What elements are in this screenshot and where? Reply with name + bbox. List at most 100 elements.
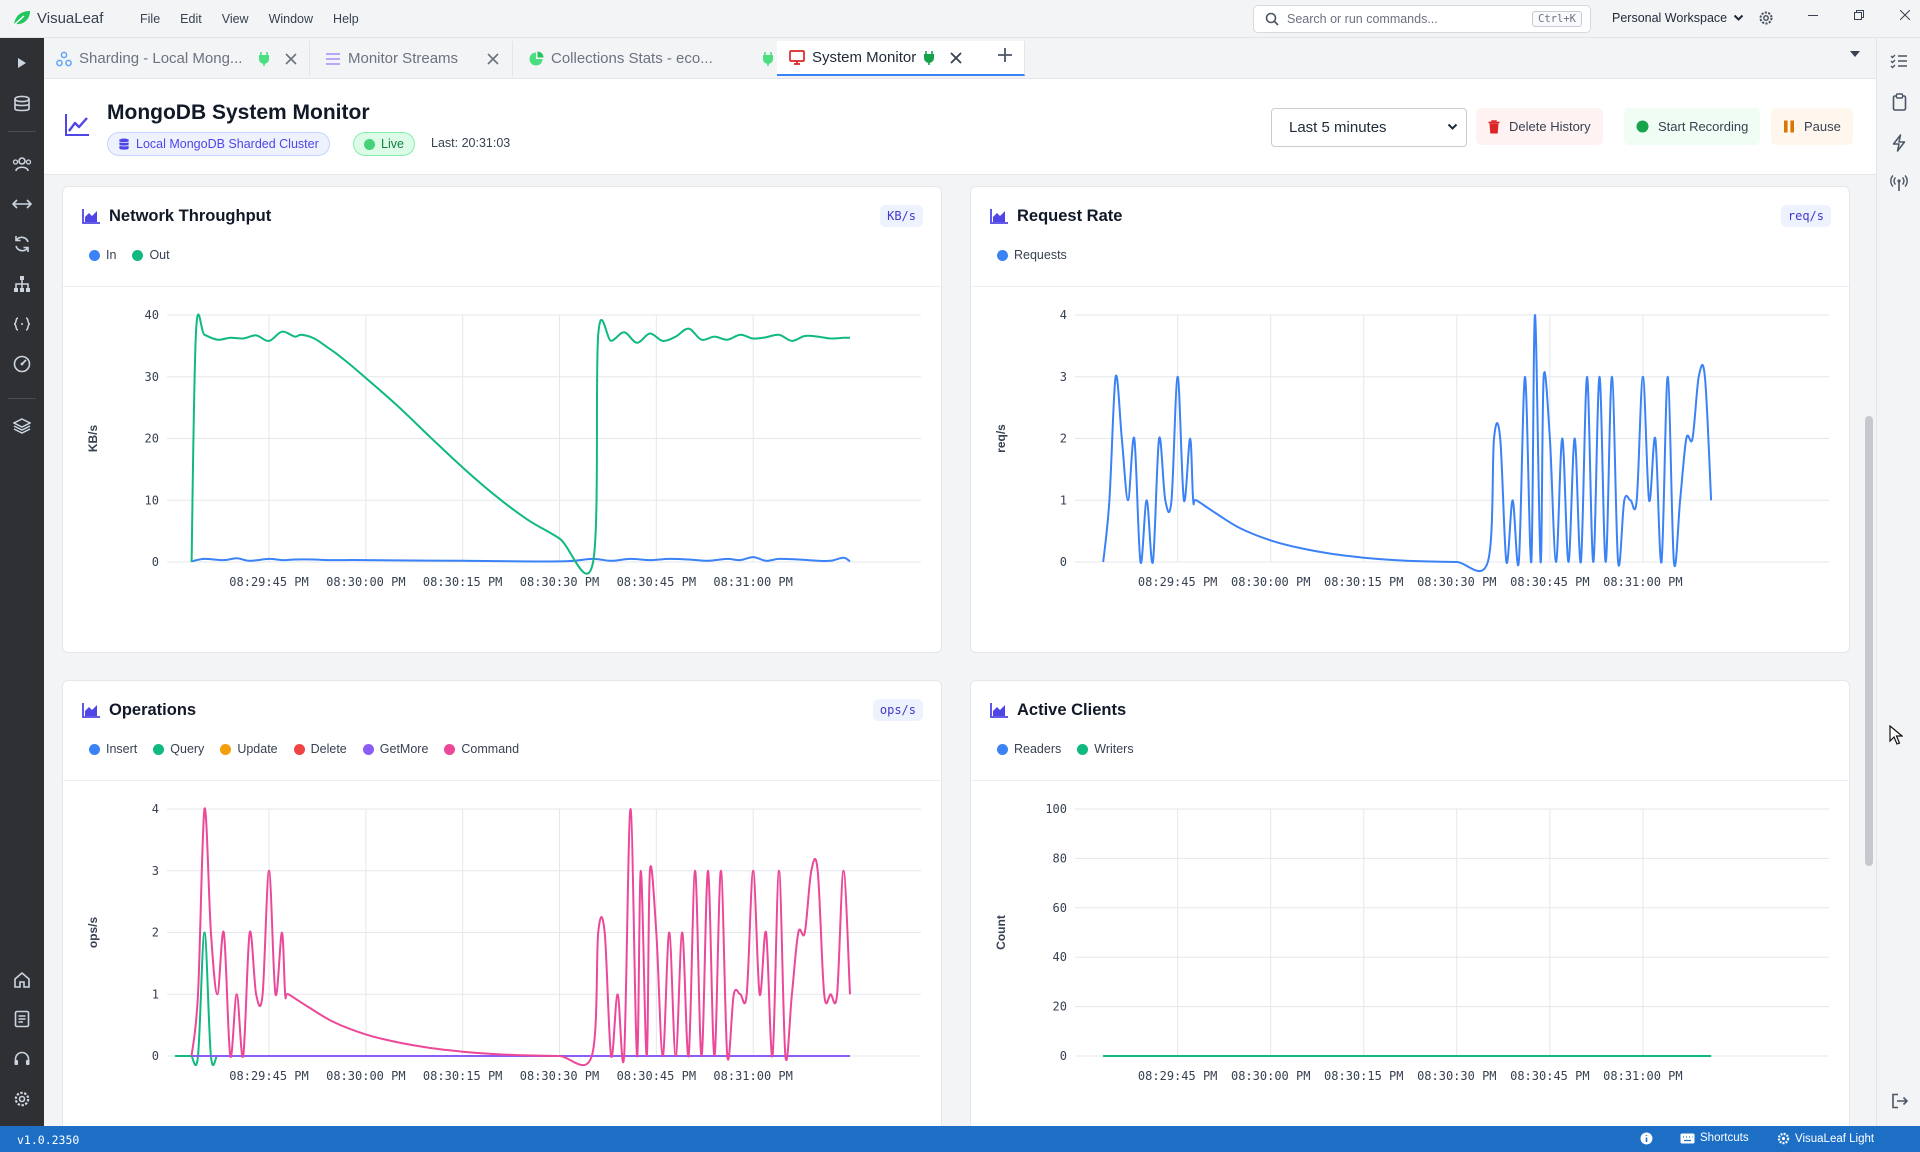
sidebar-item-logs[interactable] [11, 1008, 33, 1030]
legend-item-readers[interactable]: Readers [997, 742, 1061, 756]
legend-item-getmore[interactable]: GetMore [362, 742, 428, 756]
menu-edit[interactable]: Edit [180, 12, 202, 26]
info-button[interactable] [1640, 1132, 1653, 1145]
y-tick-label: 4 [152, 802, 159, 816]
headset-icon [14, 1051, 30, 1065]
pause-button[interactable]: Pause [1771, 108, 1853, 145]
sidebar-item-compare[interactable] [11, 193, 33, 215]
plug-icon [259, 52, 269, 66]
sidebar-item-json[interactable] [11, 313, 33, 335]
y-tick-label: 80 [1053, 851, 1067, 865]
legend-item-command[interactable]: Command [444, 742, 519, 756]
legend-item-query[interactable]: Query [153, 742, 204, 756]
logout-button[interactable] [1888, 1090, 1910, 1112]
tab-list-dropdown[interactable] [1849, 50, 1861, 58]
legend-item-update[interactable]: Update [220, 742, 278, 756]
restore-button[interactable] [1836, 0, 1882, 30]
network-throughput-chart: 0 10 20 30 40 08:29:45 PM 08:30:00 PM 08:30:15 … [86, 308, 921, 589]
x-tick-label: 08:30:00 PM [1231, 575, 1310, 589]
series-line-command [190, 807, 851, 1067]
tab-sharding[interactable]: Sharding - Local Mong... [44, 41, 310, 76]
new-tab-button[interactable] [997, 47, 1013, 63]
legend-dot [362, 743, 374, 755]
sidebar-item-home[interactable] [11, 968, 33, 990]
shortcuts-button[interactable]: Shortcuts [1680, 1132, 1749, 1144]
legend-item-out[interactable]: Out [132, 248, 170, 262]
delete-history-button[interactable]: Delete History [1476, 108, 1603, 145]
legend-label: Insert [106, 742, 138, 756]
legend-label: Update [237, 742, 278, 756]
x-tick-label: 08:30:45 PM [1510, 1069, 1589, 1083]
y-tick-label: 20 [145, 432, 159, 446]
live-label: Live [381, 137, 404, 151]
x-tick-label: 08:29:45 PM [229, 575, 308, 589]
close-icon[interactable] [285, 52, 297, 65]
y-tick-label: 2 [1060, 432, 1067, 446]
expand-sidebar-button[interactable] [11, 52, 33, 74]
menu-file[interactable]: File [140, 12, 161, 26]
gear-icon[interactable] [1758, 10, 1774, 26]
vertical-scrollbar[interactable] [1865, 416, 1873, 866]
restore-icon [1854, 10, 1864, 20]
clipboard-button[interactable] [1888, 91, 1910, 113]
legend-item-delete[interactable]: Delete [293, 742, 347, 756]
chart-legend: In Out [89, 248, 170, 262]
legend-label: Command [461, 742, 520, 756]
minimize-button[interactable] [1790, 0, 1836, 30]
sidebar-item-layers[interactable] [11, 415, 33, 437]
operations-panel: Operations ops/s Insert Query Update Del… [62, 680, 942, 1126]
command-search[interactable]: Search or run commands... Ctrl+K [1253, 5, 1591, 33]
workspace-selector[interactable]: Personal Workspace [1612, 10, 1774, 26]
x-tick-label: 08:31:00 PM [1603, 1069, 1682, 1083]
broadcast-button[interactable] [1888, 172, 1910, 194]
tab-collections-stats[interactable]: Collections Stats - eco... [516, 41, 818, 76]
sidebar-item-schema[interactable] [11, 273, 33, 295]
close-icon[interactable] [487, 52, 499, 65]
menu-window[interactable]: Window [268, 12, 314, 26]
pause-icon [1784, 120, 1794, 133]
database-icon [118, 138, 130, 150]
time-range-select[interactable]: Last 5 minutes [1271, 108, 1467, 147]
cluster-badge[interactable]: Local MongoDB Sharded Cluster [107, 132, 330, 156]
close-window-button[interactable] [1882, 0, 1920, 30]
y-tick-label: 30 [145, 370, 159, 384]
panel-title: Network Throughput [109, 207, 272, 225]
close-icon[interactable] [950, 51, 962, 64]
legend-item-requests[interactable]: Requests [997, 248, 1067, 262]
x-tick-label: 08:29:45 PM [1138, 1069, 1217, 1083]
code-braces-icon [13, 317, 31, 331]
chart-legend: Readers Writers [997, 742, 1134, 756]
search-icon [1265, 12, 1279, 26]
menu-view[interactable]: View [221, 12, 249, 26]
start-recording-button[interactable]: Start Recording [1624, 108, 1761, 145]
tab-system-monitor[interactable]: System Monitor [777, 41, 1025, 76]
y-tick-label: 1 [1060, 493, 1067, 507]
legend-item-writers[interactable]: Writers [1077, 742, 1134, 756]
sidebar-item-users[interactable] [11, 153, 33, 175]
divider [8, 131, 36, 132]
sidebar-item-support[interactable] [11, 1048, 33, 1070]
activity-bar [0, 38, 44, 1126]
tasks-button[interactable] [1888, 50, 1910, 72]
tab-monitor-streams[interactable]: Monitor Streams [313, 41, 513, 76]
sidebar-item-monitor[interactable] [11, 353, 33, 375]
quick-actions-button[interactable] [1888, 132, 1910, 154]
menu-bar: File Edit View Window Help [130, 0, 369, 38]
app-logo: VisuaLeaf [12, 9, 103, 27]
sidebar-item-databases[interactable] [11, 93, 33, 115]
sidebar-item-sync[interactable] [11, 233, 33, 255]
theme-button[interactable]: VisuaLeaf Light [1777, 1132, 1874, 1145]
app-version: v1.0.2350 [17, 1133, 80, 1147]
legend-item-insert[interactable]: Insert [89, 742, 137, 756]
legend-item-in[interactable]: In [89, 248, 116, 262]
layers-icon [13, 418, 31, 434]
command-shortcut-badge: Ctrl+K [1532, 11, 1582, 27]
chart-line-icon [64, 113, 90, 137]
sidebar-item-settings[interactable] [11, 1088, 33, 1110]
y-axis-label: Count [994, 915, 1008, 950]
y-tick-label: 0 [152, 1049, 159, 1063]
cluster-name: Local MongoDB Sharded Cluster [136, 137, 319, 151]
menu-help[interactable]: Help [333, 12, 359, 26]
x-tick-label: 08:29:45 PM [1138, 575, 1217, 589]
page-title: MongoDB System Monitor [107, 101, 370, 124]
